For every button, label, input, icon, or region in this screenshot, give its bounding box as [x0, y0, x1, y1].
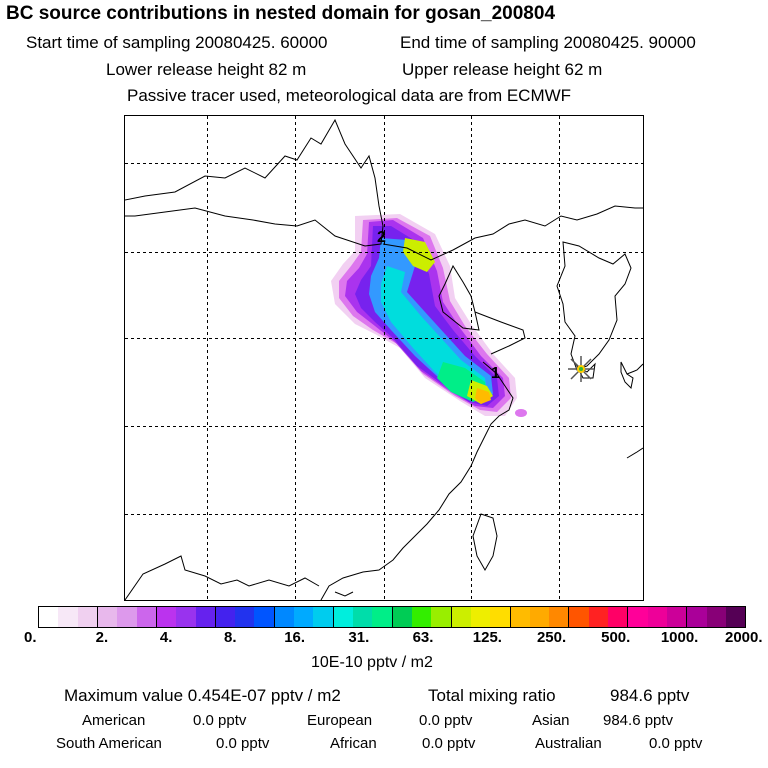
colorbar-swatch [687, 607, 707, 627]
region-label-african: African [330, 735, 377, 752]
colorbar-tick-label: 16. [284, 629, 306, 646]
region-value-african: 0.0 pptv [422, 735, 476, 752]
region-value-south-american: 0.0 pptv [216, 735, 270, 752]
colorbar-tick-label: 500. [601, 629, 631, 646]
region-label-south-american: South American [56, 735, 162, 752]
map-canvas: 1 2 [125, 116, 643, 600]
colorbar-swatch [97, 607, 118, 627]
total-mixing-label: Total mixing ratio [428, 686, 556, 705]
colorbar-swatch [156, 607, 177, 627]
plume-layer-10 [475, 388, 491, 404]
receptor-star-icon [568, 356, 594, 382]
region-value-american: 0.0 pptv [193, 712, 247, 729]
region-value-australian: 0.0 pptv [649, 735, 703, 752]
colorbar-swatch [58, 607, 78, 627]
total-mixing-value: 984.6 pptv [610, 686, 690, 705]
colorbar [38, 606, 746, 628]
colorbar-swatch [549, 607, 570, 627]
colorbar-tick-label: 250. [536, 629, 567, 646]
plot-title: BC source contributions in nested domain… [6, 3, 556, 24]
colorbar-tick-label: 0. [24, 629, 37, 646]
colorbar-swatch [569, 607, 589, 627]
colorbar-swatch [608, 607, 629, 627]
colorbar-swatch [274, 607, 295, 627]
colorbar-swatch [470, 607, 491, 627]
lower-release-text: Lower release height 82 m [106, 60, 307, 79]
start-time-text: Start time of sampling 20080425. 60000 [26, 33, 328, 52]
colorbar-swatch [628, 607, 648, 627]
colorbar-tick-label: 1000. [660, 629, 699, 646]
max-value-text: Maximum value 0.454E-07 pptv / m2 [64, 686, 341, 705]
colorbar-tick-label: 125. [472, 629, 502, 646]
graticule [125, 116, 643, 600]
end-time-text: End time of sampling 20080425. 90000 [400, 33, 696, 52]
colorbar-swatch [254, 607, 275, 627]
plume-layer-8 [403, 238, 435, 272]
colorbar-swatch [294, 607, 314, 627]
region-value-european: 0.0 pptv [419, 712, 473, 729]
colorbar-swatch [176, 607, 196, 627]
colorbar-swatch [195, 607, 216, 627]
colorbar-swatch [510, 607, 530, 627]
colorbar-swatch [451, 607, 471, 627]
colorbar-swatch [411, 607, 432, 627]
colorbar-tick-label: 8. [224, 629, 237, 646]
colorbar-swatch [313, 607, 334, 627]
colorbar-swatch [431, 607, 452, 627]
plume-layer-6 [381, 266, 487, 400]
colorbar-tick-label: 2000. [725, 629, 763, 646]
region-label-american: American [82, 712, 146, 729]
colorbar-swatch [667, 607, 688, 627]
colorbar-units: 10E-10 pptv / m2 [311, 654, 433, 671]
map-panel: 1 2 [124, 115, 644, 601]
region-value-asian: 984.6 pptv [603, 712, 674, 729]
upper-release-text: Upper release height 62 m [402, 60, 603, 79]
colorbar-swatch [235, 607, 255, 627]
colorbar-swatch [39, 607, 59, 627]
plume-label-1: 1 [491, 365, 500, 382]
coastlines [125, 118, 643, 600]
colorbar-swatch [215, 607, 236, 627]
colorbar-tick-label: 31. [348, 629, 370, 646]
colorbar-swatch [372, 607, 393, 627]
colorbar-tick-label: 4. [159, 629, 173, 646]
colorbar-swatch [647, 607, 667, 627]
plume-label-2: 2 [377, 229, 386, 246]
colorbar-swatch [725, 607, 746, 627]
colorbar-swatch [490, 607, 511, 627]
colorbar-swatch [353, 607, 373, 627]
colorbar-swatch [529, 607, 550, 627]
tracer-note-text: Passive tracer used, meteorological data… [127, 86, 572, 105]
region-label-australian: Australian [535, 735, 602, 752]
colorbar-swatch [706, 607, 726, 627]
colorbar-swatch [588, 607, 609, 627]
colorbar-swatch [77, 607, 98, 627]
region-label-european: European [307, 712, 373, 729]
colorbar-swatch [392, 607, 412, 627]
region-label-asian: Asian [532, 712, 570, 729]
colorbar-swatch [117, 607, 137, 627]
colorbar-swatch [136, 607, 157, 627]
colorbar-swatch [333, 607, 353, 627]
plume-spot [515, 409, 527, 417]
colorbar-tick-label: 2. [95, 629, 109, 646]
colorbar-tick-label: 63. [412, 629, 434, 646]
